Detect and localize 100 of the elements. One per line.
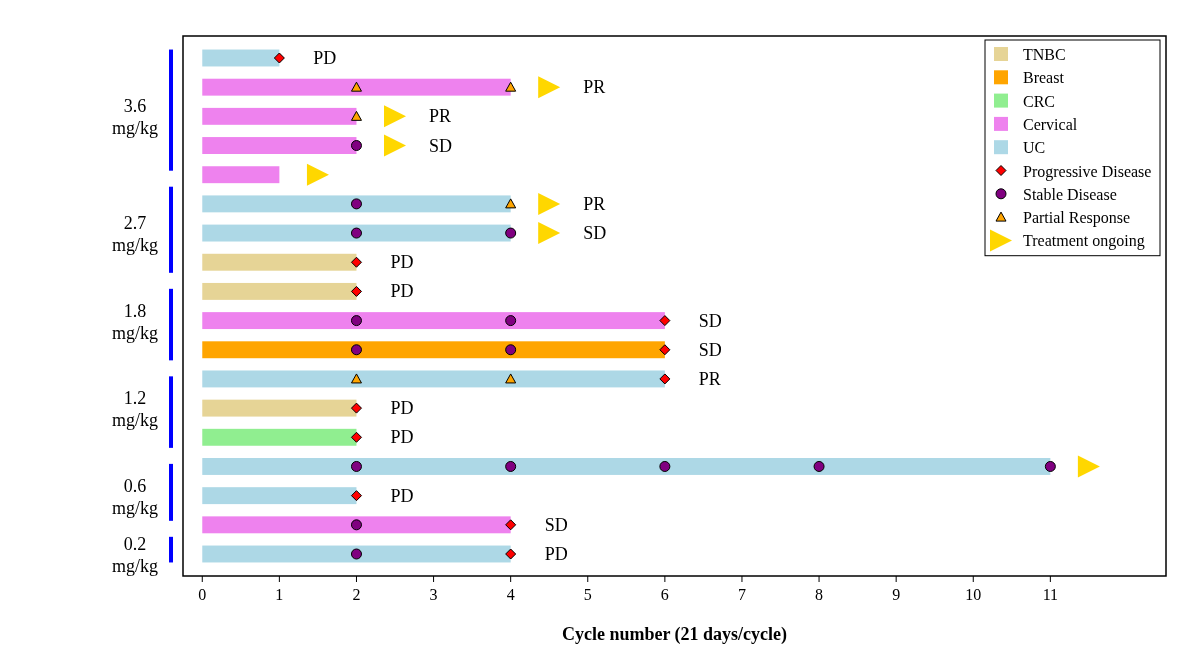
point: [505, 460, 517, 472]
data-label: SD: [583, 223, 607, 244]
point: [350, 402, 362, 414]
bar: [202, 166, 280, 184]
legend-label: Partial Response: [1023, 209, 1131, 228]
point: [1077, 455, 1100, 478]
x-tick-label: 1: [275, 586, 284, 603]
legend-label: Stable Disease: [1023, 185, 1117, 203]
bar: [202, 224, 511, 242]
bar: [202, 399, 357, 417]
bar: [202, 428, 357, 446]
point: [350, 315, 362, 327]
data-label: PR: [429, 106, 452, 127]
x-tick-label: 5: [583, 586, 592, 603]
point: [350, 140, 362, 152]
x-tick-label: 3: [429, 586, 438, 603]
point: [384, 134, 407, 157]
point: [538, 192, 561, 215]
point: [505, 548, 517, 560]
data-label: SD: [698, 339, 722, 360]
legend-label: Treatment ongoing: [1023, 232, 1145, 251]
y-tick-label: 3.6 mg/kg: [111, 96, 159, 139]
legend-label: TNBC: [1023, 46, 1066, 63]
bar: [202, 370, 665, 388]
x-tick-label: 4: [506, 586, 515, 603]
data-label: PD: [390, 485, 414, 506]
point: [350, 431, 362, 443]
data-label: PR: [698, 368, 721, 389]
point: [505, 81, 517, 92]
y-tick-label: 0.6 mg/kg: [111, 475, 159, 518]
x-tick-label: 10: [965, 586, 982, 603]
bar: [202, 107, 357, 125]
point: [659, 344, 671, 356]
point: [505, 519, 517, 531]
point: [813, 460, 825, 472]
point: [350, 344, 362, 356]
bar: [202, 78, 511, 96]
point: [505, 227, 517, 239]
data-label: SD: [698, 310, 722, 331]
bar: [202, 49, 280, 67]
point: [350, 460, 362, 472]
data-label: PD: [313, 48, 337, 68]
bar: [202, 195, 511, 213]
y-tick-label: 2.7 mg/kg: [111, 213, 159, 256]
bar: [202, 458, 1051, 475]
point: [350, 198, 362, 210]
point: [1044, 460, 1056, 472]
data-label: PD: [390, 252, 414, 273]
point: [538, 76, 561, 99]
point: [273, 52, 285, 64]
x-tick-label: 0: [198, 586, 207, 603]
y-tick-label: 1.8 mg/kg: [111, 300, 159, 343]
x-tick-label: 11: [1042, 586, 1059, 603]
y-tick-label: 1.2 mg/kg: [111, 388, 159, 431]
legend-label: Cervical: [1023, 115, 1078, 133]
data-label: PD: [390, 281, 414, 302]
point: [505, 344, 517, 356]
data-label: PD: [390, 398, 414, 419]
point: [659, 315, 671, 327]
point: [350, 110, 362, 121]
data-label: PR: [583, 193, 606, 214]
x-axis-title: Cycle number (21 days/cycle): [561, 624, 788, 645]
point: [350, 519, 362, 531]
point: [350, 81, 362, 92]
data-label: PD: [544, 544, 568, 564]
legend-label: Progressive Disease: [1023, 162, 1152, 181]
bar: [202, 312, 665, 330]
x-tick-label: 6: [660, 586, 669, 603]
point: [306, 163, 329, 186]
point: [350, 373, 362, 384]
point: [505, 315, 517, 327]
bar: [202, 341, 665, 359]
bar: [202, 253, 357, 271]
legend-label: UC: [1023, 139, 1046, 157]
data-label: SD: [544, 514, 568, 535]
point: [350, 256, 362, 268]
x-tick-label: 7: [737, 586, 746, 603]
point: [384, 105, 407, 128]
point: [350, 285, 362, 297]
point: [505, 373, 517, 384]
point: [350, 548, 362, 560]
point: [505, 198, 517, 209]
bar: [202, 487, 357, 505]
x-tick-label: 9: [892, 586, 901, 603]
bar: [202, 282, 357, 300]
legend-label: CRC: [1023, 92, 1056, 110]
y-tick-label: 0.2 mg/kg: [111, 534, 159, 576]
point: [350, 490, 362, 502]
bar: [202, 516, 511, 534]
point: [350, 227, 362, 239]
x-tick-label: 2: [352, 586, 361, 603]
point: [659, 373, 671, 385]
point: [659, 460, 671, 472]
data-label: PR: [583, 77, 606, 98]
bar: [202, 545, 511, 563]
legend-label: Breast: [1023, 69, 1065, 87]
point: [538, 222, 561, 245]
bar: [202, 137, 357, 154]
x-tick-label: 8: [815, 586, 824, 603]
data-label: PD: [390, 427, 414, 448]
